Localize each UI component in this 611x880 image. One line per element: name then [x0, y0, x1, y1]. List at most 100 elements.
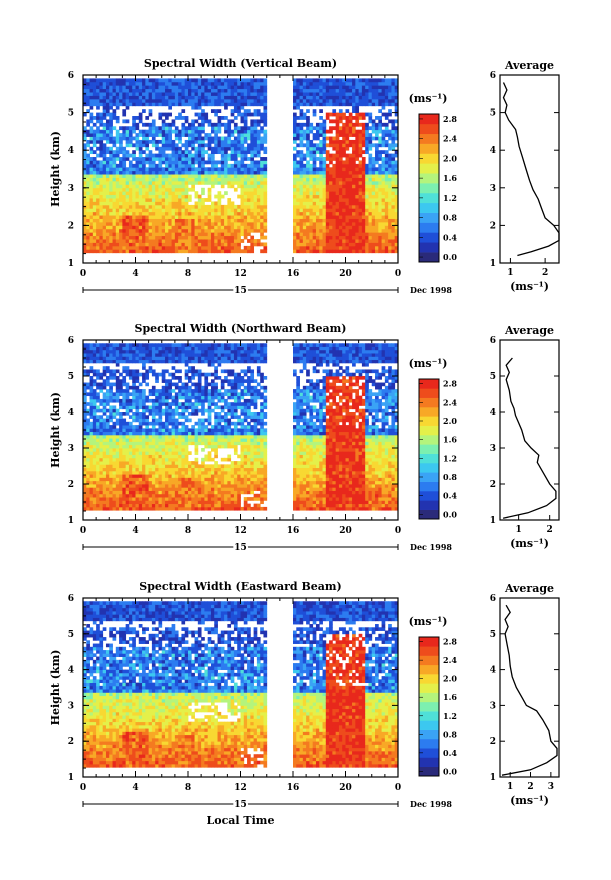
heatmap-cell	[136, 432, 140, 436]
heatmap-cell	[221, 167, 225, 171]
heatmap-cell	[244, 99, 248, 103]
heatmap-cell	[263, 236, 267, 240]
heatmap-cell	[106, 205, 110, 209]
heatmap-cell	[211, 137, 215, 141]
heatmap-cell	[93, 232, 97, 236]
heatmap-cell	[103, 212, 107, 216]
heatmap-cell	[139, 484, 143, 488]
heatmap-cell	[336, 191, 340, 195]
heatmap-cell	[113, 174, 117, 178]
heatmap-cell	[365, 102, 369, 106]
heatmap-cell	[136, 191, 140, 195]
heatmap-cell	[254, 225, 258, 229]
heatmap-cell	[342, 171, 346, 175]
heatmap-cell	[139, 402, 143, 406]
heatmap-cell	[132, 171, 136, 175]
heatmap-cell	[126, 102, 130, 106]
heatmap-cell	[359, 246, 363, 250]
heatmap-cell	[168, 222, 172, 226]
heatmap-cell	[99, 96, 103, 100]
heatmap-cell	[99, 347, 103, 351]
heatmap-cell	[201, 116, 205, 120]
heatmap-cell	[116, 409, 120, 413]
heatmap-cell	[109, 360, 113, 364]
heatmap-cell	[162, 188, 166, 192]
heatmap-cell	[96, 500, 100, 504]
heatmap-cell	[162, 123, 166, 127]
heatmap-cell	[244, 82, 248, 86]
heatmap-cell	[132, 484, 136, 488]
heatmap-cell	[250, 150, 254, 154]
heatmap-cell	[303, 102, 307, 106]
heatmap-cell	[119, 477, 123, 481]
heatmap-cell	[158, 242, 162, 246]
heatmap-cell	[126, 239, 130, 243]
heatmap-cell	[136, 438, 140, 442]
heatmap-cell	[319, 164, 323, 168]
heatmap-cell	[158, 181, 162, 185]
heatmap-cell	[136, 389, 140, 393]
heatmap-cell	[355, 236, 359, 240]
heatmap-cell	[296, 102, 300, 106]
heatmap-cell	[254, 154, 258, 158]
heatmap-cell	[162, 236, 166, 240]
heatmap-cell	[263, 106, 267, 110]
heatmap-cell	[309, 246, 313, 250]
heatmap-cell	[300, 164, 304, 168]
heatmap-cell	[90, 205, 94, 209]
heatmap-cell	[250, 130, 254, 134]
heatmap-cell	[378, 150, 382, 154]
heatmap-cell	[90, 379, 94, 383]
heatmap-cell	[303, 225, 307, 229]
heatmap-cell	[129, 497, 133, 501]
heatmap-cell	[175, 246, 179, 250]
heatmap-cell	[378, 188, 382, 192]
heatmap-cell	[86, 85, 90, 89]
heatmap-cell	[119, 184, 123, 188]
heatmap-cell	[218, 119, 222, 123]
heatmap-cell	[162, 119, 166, 123]
heatmap-cell	[106, 92, 110, 96]
heatmap-cell	[188, 133, 192, 137]
heatmap-cell	[93, 432, 97, 436]
heatmap-cell	[116, 137, 120, 141]
heatmap-cell	[329, 195, 333, 199]
heatmap-cell	[250, 96, 254, 100]
heatmap-cell	[93, 92, 97, 96]
heatmap-cell	[208, 225, 212, 229]
heatmap-cell	[244, 113, 248, 117]
heatmap-cell	[152, 164, 156, 168]
heatmap-cell	[237, 160, 241, 164]
heatmap-cell	[113, 201, 117, 205]
heatmap-cell	[172, 212, 176, 216]
heatmap-cell	[168, 249, 172, 253]
heatmap-cell	[103, 386, 107, 390]
heatmap-cell	[359, 236, 363, 240]
heatmap-cell	[119, 150, 123, 154]
heatmap-cell	[106, 507, 110, 511]
heatmap-cell	[195, 102, 199, 106]
heatmap-cell	[136, 504, 140, 508]
heatmap-cell	[306, 246, 310, 250]
heatmap-cell	[126, 92, 130, 96]
heatmap-cell	[319, 150, 323, 154]
heatmap-cell	[126, 232, 130, 236]
heatmap-cell	[254, 167, 258, 171]
heatmap-cell	[250, 99, 254, 103]
heatmap-cell	[306, 137, 310, 141]
heatmap-cell	[368, 113, 372, 117]
heatmap-cell	[388, 164, 392, 168]
heatmap-cell	[132, 236, 136, 240]
heatmap-cell	[231, 181, 235, 185]
heatmap-cell	[178, 212, 182, 216]
heatmap-cell	[316, 198, 320, 202]
heatmap-cell	[109, 487, 113, 491]
heatmap-cell	[168, 167, 172, 171]
heatmap-cell	[96, 484, 100, 488]
heatmap-cell	[309, 195, 313, 199]
heatmap-cell	[234, 171, 238, 175]
heatmap-cell	[224, 239, 228, 243]
heatmap-cell	[391, 92, 395, 96]
heatmap-cell	[201, 89, 205, 93]
heatmap-cell	[263, 174, 267, 178]
